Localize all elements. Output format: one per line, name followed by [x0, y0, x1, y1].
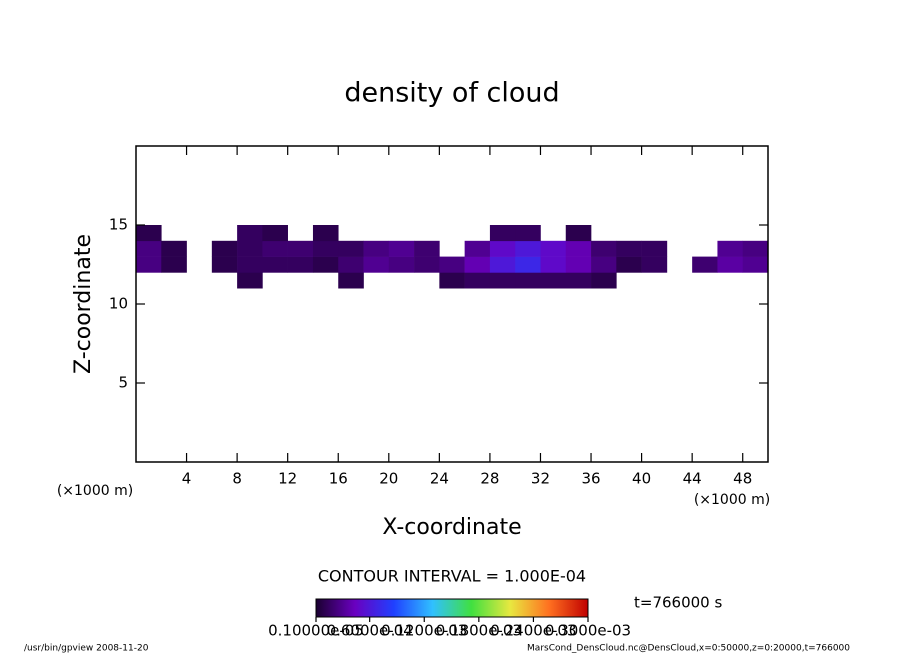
x-unit: (×1000 m) — [694, 492, 770, 508]
x-tick-label: 48 — [733, 470, 752, 488]
density-cell — [262, 256, 288, 273]
density-cell — [414, 240, 440, 257]
density-cell — [312, 225, 339, 242]
density-cell — [616, 256, 642, 273]
time-label: t=766000 s — [634, 594, 722, 612]
colorbar-tick-label: 0.10000e-05 — [268, 622, 364, 640]
density-cell — [641, 240, 668, 257]
density-cell — [489, 225, 516, 242]
y-tick-label: 10 — [109, 295, 128, 313]
density-cell — [237, 272, 263, 289]
density-cell — [211, 256, 238, 273]
density-cell — [161, 256, 187, 273]
density-cell — [515, 256, 541, 273]
density-cell — [363, 240, 390, 257]
density-cell — [489, 240, 516, 257]
footer-right: MarsCond_DensCloud.nc@DensCloud,x=0:5000… — [527, 644, 850, 654]
density-cell — [515, 272, 541, 289]
colorbar-tick-label: 0.2400e-03 — [490, 622, 576, 640]
density-cell — [414, 256, 440, 273]
density-cell — [540, 256, 567, 273]
density-cell — [287, 256, 314, 273]
density-cell — [338, 272, 364, 289]
density-cell — [591, 256, 617, 273]
density-cell — [464, 256, 491, 273]
colorbar-tick-label: 0.3000e-03 — [545, 622, 631, 640]
plot-frame — [135, 145, 769, 463]
density-cell — [338, 256, 364, 273]
x-tick-label: 12 — [278, 470, 297, 488]
density-cell — [540, 272, 567, 289]
density-cell — [742, 240, 769, 257]
density-cell — [742, 256, 769, 273]
density-cell — [692, 256, 718, 273]
density-cell — [312, 256, 339, 273]
y-axis-label: Z-coordinate — [71, 234, 96, 374]
density-cell — [338, 240, 364, 257]
y-tick-label: 15 — [109, 216, 128, 234]
density-cell — [439, 256, 465, 273]
density-cell — [388, 240, 415, 257]
density-cell — [489, 272, 516, 289]
density-cell — [237, 240, 263, 257]
density-cell — [211, 240, 238, 257]
x-tick-label: 44 — [683, 470, 702, 488]
density-cell — [312, 240, 339, 257]
x-tick-label: 24 — [430, 470, 449, 488]
density-cell — [136, 256, 162, 273]
density-cell — [515, 225, 541, 242]
contour-interval: CONTOUR INTERVAL = 1.000E-04 — [318, 567, 586, 586]
density-cell — [136, 240, 162, 257]
x-axis-label: X-coordinate — [382, 515, 521, 540]
colorbar — [315, 598, 589, 618]
density-cell — [262, 240, 288, 257]
y-tick-label: 5 — [118, 374, 128, 392]
density-cell — [717, 256, 744, 273]
chart-title: density of cloud — [344, 78, 559, 109]
footer-left: /usr/bin/gpview 2008-11-20 — [24, 644, 149, 654]
density-cell — [388, 256, 415, 273]
x-tick-label: 40 — [632, 470, 651, 488]
x-tick-label: 28 — [480, 470, 499, 488]
density-cell — [641, 256, 668, 273]
y-unit: (×1000 m) — [57, 483, 133, 499]
density-cell — [565, 256, 592, 273]
density-cell — [717, 240, 744, 257]
x-tick-label: 32 — [531, 470, 550, 488]
density-cell — [136, 225, 162, 242]
colorbar-tick-label: 0.1800e-03 — [436, 622, 522, 640]
density-cell — [262, 225, 288, 242]
density-cell — [565, 272, 592, 289]
density-cell — [591, 240, 617, 257]
colorbar-tick-label: 0.1200e-03 — [381, 622, 467, 640]
density-cell — [237, 225, 263, 242]
density-cell — [565, 225, 592, 242]
density-cell — [363, 256, 390, 273]
density-cell — [591, 272, 617, 289]
density-cell — [515, 240, 541, 257]
x-tick-label: 20 — [379, 470, 398, 488]
colorbar-tick-label: 0.6000e-04 — [327, 622, 413, 640]
density-cell — [540, 240, 567, 257]
density-cell — [565, 240, 592, 257]
x-tick-label: 4 — [182, 470, 192, 488]
density-cell — [237, 256, 263, 273]
density-cell — [616, 240, 642, 257]
x-tick-label: 36 — [581, 470, 600, 488]
density-cell — [287, 240, 314, 257]
x-tick-label: 8 — [232, 470, 242, 488]
density-cell — [464, 240, 491, 257]
density-cell — [464, 272, 491, 289]
density-cell — [439, 272, 465, 289]
density-cell — [161, 240, 187, 257]
x-tick-label: 16 — [329, 470, 348, 488]
density-cell — [489, 256, 516, 273]
